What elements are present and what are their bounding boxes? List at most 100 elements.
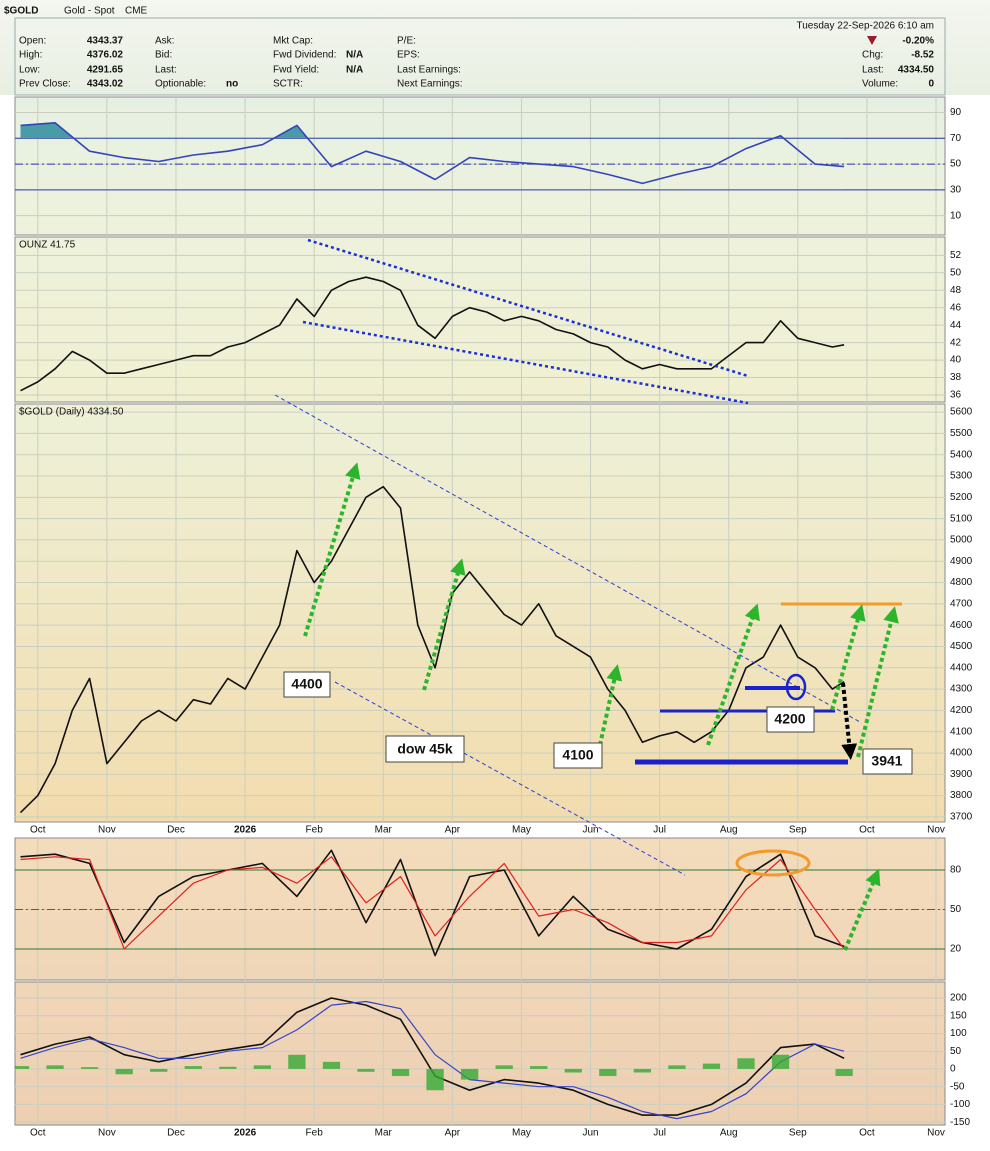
y-tick-label: 42 [950, 337, 962, 348]
annotation: 4200 [774, 711, 805, 727]
x-tick-label: Sep [789, 825, 807, 836]
field-label: Low: [19, 65, 40, 76]
symbol: $GOLD [4, 6, 38, 17]
x-tick-label: Jun [582, 1128, 598, 1139]
x-tick-label: Sep [789, 1128, 807, 1139]
panel: 36 38 40 42 44 46 48 50 52 OUNZ 41.75 [14, 236, 962, 403]
y-tick-label: 3800 [950, 790, 973, 801]
plot-area [20, 849, 845, 957]
y-tick-label: 30 [950, 185, 962, 196]
field-label: P/E: [397, 36, 416, 47]
y-tick-label: 4700 [950, 598, 973, 609]
histogram-bar [80, 1067, 99, 1069]
y-tick-label: 50 [950, 1046, 962, 1057]
annotation: dow 45k [397, 741, 452, 757]
field-value: -8.52 [911, 50, 934, 61]
x-tick-label: Aug [720, 825, 738, 836]
panel-background [14, 403, 946, 823]
x-tick-label: Aug [720, 1128, 738, 1139]
x-tick-label: 2026 [234, 825, 257, 836]
highlight [735, 849, 811, 877]
annotation-box: 4100 [553, 742, 603, 769]
annotation: 3941 [871, 753, 902, 769]
y-tick-label: 200 [950, 993, 967, 1004]
histogram-bar [668, 1065, 686, 1069]
x-tick-label: Apr [445, 1128, 461, 1139]
plot-area [19, 485, 845, 814]
x-tick-label: Oct [30, 1128, 46, 1139]
y-tick-label: 10 [950, 210, 962, 221]
annotation-box: 3941 [862, 748, 913, 775]
y-tick-label: 5000 [950, 535, 973, 546]
field-value: no [226, 79, 238, 90]
y-tick-label: 80 [950, 865, 962, 876]
arrows [303, 462, 899, 951]
x-tick-label: Apr [445, 825, 461, 836]
x-tick-label: Jun [582, 825, 598, 836]
field-label: Fwd Yield: [273, 65, 319, 76]
y-tick-label: -150 [950, 1117, 970, 1128]
x-tick-label: Jul [653, 825, 666, 836]
histogram-bar [357, 1068, 375, 1072]
panel-background [14, 837, 946, 981]
annotation-box: 4400 [283, 671, 331, 698]
x-tick-label: Jul [653, 1128, 666, 1139]
y-tick-label: 4000 [950, 748, 973, 759]
x-tick-label: 2026 [234, 1128, 257, 1139]
y-tick-label: 4200 [950, 705, 973, 716]
y-tick-label: 5100 [950, 513, 973, 524]
histogram-bar [288, 1054, 306, 1069]
y-tick-label: 38 [950, 372, 962, 383]
field-label: Mkt Cap: [273, 36, 313, 47]
field-label: Volume: [862, 79, 898, 90]
panel-background [14, 236, 946, 403]
y-tick-label: 4400 [950, 662, 973, 673]
field-label: Next Earnings: [397, 79, 463, 90]
annotation: 4100 [562, 747, 593, 763]
series-line [20, 122, 845, 185]
y-tick-label: 52 [950, 250, 962, 261]
x-tick-label: May [512, 825, 531, 836]
x-tick-label: Nov [98, 825, 116, 836]
panel: 10 30 50 70 90 [14, 96, 962, 236]
x-tick-label: Dec [167, 1128, 185, 1139]
y-tick-label: 150 [950, 1010, 967, 1021]
x-tick-label: Dec [167, 825, 185, 836]
histogram-bar [15, 1066, 30, 1069]
y-tick-label: 46 [950, 302, 962, 313]
field-value: 4343.37 [87, 36, 124, 47]
histogram-bar [322, 1061, 341, 1069]
x-tick-label: Nov [927, 825, 945, 836]
exchange: CME [125, 6, 148, 17]
series-line [20, 1000, 845, 1120]
annotation-box: dow 45k [385, 735, 465, 763]
field-label: Bid: [155, 50, 172, 61]
plot-area [20, 276, 845, 392]
series-line [20, 849, 845, 957]
field-label: Last: [155, 65, 177, 76]
y-tick-label: 100 [950, 1028, 967, 1039]
panel-background [14, 981, 946, 1126]
arrow [303, 462, 361, 637]
highlight [785, 673, 807, 701]
histogram-bar [564, 1068, 582, 1073]
y-tick-label: 4600 [950, 620, 973, 631]
histogram-bar [184, 1066, 202, 1069]
annotation-box: 4200 [766, 706, 815, 733]
field-value: N/A [346, 65, 363, 76]
y-tick-label: 4500 [950, 641, 973, 652]
series-line [20, 856, 845, 950]
x-tick-label: Oct [859, 1128, 875, 1139]
histogram-bar [115, 1068, 133, 1075]
y-tick-label: 50 [950, 904, 962, 915]
panel: 20 50 80 [14, 837, 962, 981]
y-tick-label: 44 [950, 320, 962, 331]
histogram-bar [253, 1065, 271, 1069]
y-tick-label: 5400 [950, 449, 973, 460]
instrument-name: Gold - Spot [64, 6, 115, 17]
arrow [598, 664, 623, 746]
arrow [706, 603, 760, 746]
arrow [830, 604, 866, 711]
